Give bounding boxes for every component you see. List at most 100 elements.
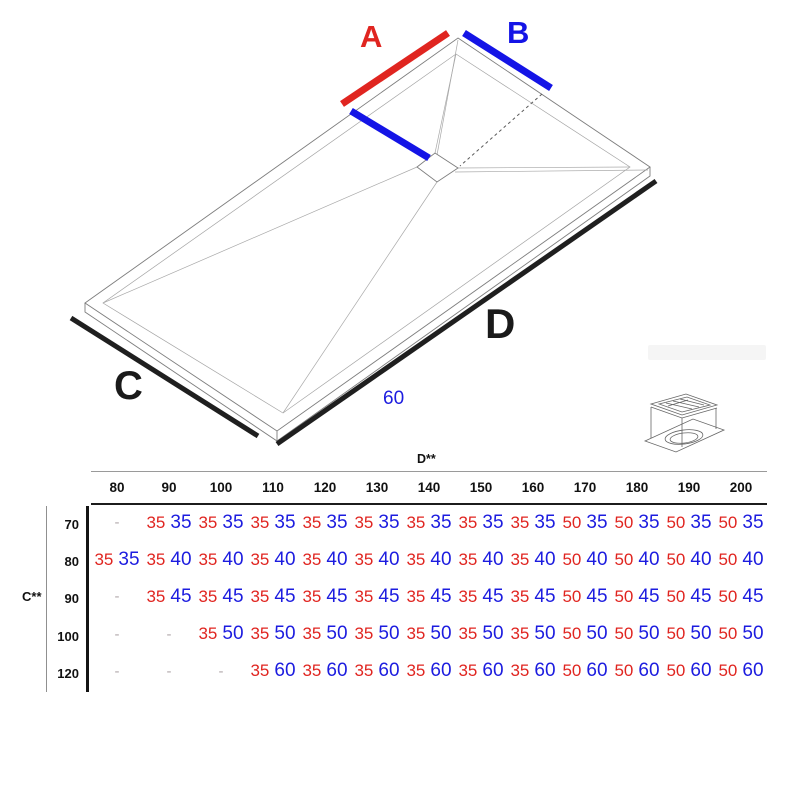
cell-value-blue: 60 (482, 660, 504, 682)
row-header: 120 (57, 665, 79, 681)
cell-value-empty: - (218, 662, 224, 680)
cell-value-red: 50 (666, 586, 686, 606)
cell-value-blue: 50 (638, 623, 660, 645)
row-header: 70 (64, 517, 79, 533)
table-cell: 35 50 (195, 616, 247, 653)
table-cell: - (91, 578, 143, 615)
cell-value-blue: 50 (586, 623, 608, 645)
cell-value-red: 35 (458, 661, 478, 681)
table-cell: 35 35 (247, 504, 299, 541)
table-cell: 50 60 (663, 653, 715, 690)
col-header: 100 (209, 480, 233, 495)
table-cell: 50 60 (559, 653, 611, 690)
col-header: 180 (625, 480, 649, 495)
cell-value-blue: 45 (170, 585, 192, 607)
cell-value-blue: 35 (690, 511, 712, 533)
table-cell: 35 50 (403, 616, 455, 653)
col-header: 110 (262, 480, 284, 495)
cell-value-red: 35 (198, 586, 218, 606)
cell-value-red: 35 (302, 512, 322, 532)
cell-value-red: 50 (666, 549, 686, 569)
cell-value-blue: 50 (482, 623, 504, 645)
cell-value-red: 35 (354, 512, 374, 532)
cell-value-red: 35 (406, 586, 426, 606)
cell-value-red: 35 (198, 512, 218, 532)
cell-value-red: 35 (510, 586, 530, 606)
cell-value-blue: 40 (586, 548, 608, 570)
col-header: 80 (109, 480, 125, 495)
table-cell: 35 35 (403, 504, 455, 541)
cell-value-empty: - (114, 625, 120, 643)
table-cell: 50 50 (715, 616, 767, 653)
col-header: 120 (313, 480, 337, 495)
cell-value-blue: 45 (274, 585, 296, 607)
cell-value-blue: 45 (742, 585, 764, 607)
cell-value-red: 35 (354, 624, 374, 644)
table-cell: 50 45 (663, 578, 715, 615)
faint-watermark (648, 345, 766, 360)
cell-value-red: 50 (614, 624, 634, 644)
cell-value-red: 35 (146, 586, 166, 606)
cell-value-red: 50 (614, 549, 634, 569)
cell-value-red: 50 (562, 624, 582, 644)
tray-outline (84, 37, 651, 442)
table-cell: 35 40 (455, 541, 507, 578)
table-cell: 35 35 (299, 504, 351, 541)
table-cell: 35 35 (195, 504, 247, 541)
table-cell: 50 45 (559, 578, 611, 615)
dimension-line-d (275, 178, 658, 447)
cell-value-red: 35 (250, 624, 270, 644)
cell-value-red: 35 (146, 549, 166, 569)
shower-tray-drawing (69, 30, 726, 453)
table-cell: 50 60 (611, 653, 663, 690)
col-header: 90 (161, 480, 177, 495)
cell-value-blue: 35 (118, 548, 140, 570)
cell-value-empty: - (114, 514, 120, 532)
label-a: A (360, 19, 383, 54)
cell-value-blue: 60 (534, 660, 556, 682)
table-cell: 35 60 (403, 653, 455, 690)
cell-value-red: 35 (302, 586, 322, 606)
cell-value-red: 50 (562, 549, 582, 569)
cell-value-red: 35 (146, 512, 166, 532)
cell-value-blue: 45 (482, 585, 504, 607)
dimension-line-a (340, 30, 450, 107)
table-cell: 35 35 (351, 504, 403, 541)
table-cell: 35 60 (351, 653, 403, 690)
cell-value-red: 50 (562, 586, 582, 606)
cell-value-red: 50 (666, 661, 686, 681)
dimension-line-b (462, 30, 553, 91)
cell-value-blue: 50 (534, 623, 556, 645)
row-header: 90 (64, 591, 79, 607)
cell-value-blue: 40 (430, 548, 452, 570)
cell-value-blue: 60 (378, 660, 400, 682)
table-cell: 35 35 (143, 504, 195, 541)
table-column-headers: 80 90 100 110 120 130 140 150 160 170 180 190 200 (91, 471, 767, 505)
col-header: 140 (417, 480, 441, 495)
cell-value-blue: 35 (326, 511, 348, 533)
cell-value-blue: 40 (326, 548, 348, 570)
cell-value-red: 50 (614, 586, 634, 606)
cell-value-blue: 45 (586, 585, 608, 607)
cell-value-red: 50 (718, 512, 738, 532)
table-cell: - (91, 616, 143, 653)
table-cell: 35 45 (351, 578, 403, 615)
table-cell: 35 35 (507, 504, 559, 541)
table-cell: - (91, 653, 143, 690)
cell-value-blue: 40 (222, 548, 244, 570)
col-header: 170 (573, 480, 597, 495)
cell-value-blue: 35 (482, 511, 504, 533)
cell-value-red: 50 (718, 586, 738, 606)
table-cell: 35 50 (351, 616, 403, 653)
cell-value-red: 35 (302, 549, 322, 569)
cell-value-red: 35 (250, 512, 270, 532)
cell-value-red: 35 (198, 549, 218, 569)
cell-value-blue: 45 (638, 585, 660, 607)
cell-value-blue: 35 (534, 511, 556, 533)
table-cell: 35 40 (507, 541, 559, 578)
cell-value-red: 50 (718, 624, 738, 644)
col-header: 130 (365, 480, 389, 495)
label-c: C (114, 364, 143, 408)
table-cell: 35 45 (195, 578, 247, 615)
